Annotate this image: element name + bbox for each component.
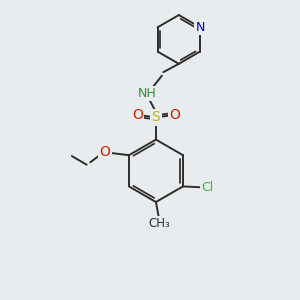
Text: O: O (132, 108, 143, 122)
Text: NH: NH (138, 87, 156, 100)
Text: Cl: Cl (201, 182, 214, 194)
Text: S: S (152, 110, 160, 124)
Text: O: O (100, 145, 111, 159)
Text: O: O (169, 108, 180, 122)
Text: CH₃: CH₃ (148, 217, 170, 230)
Text: N: N (195, 21, 205, 34)
